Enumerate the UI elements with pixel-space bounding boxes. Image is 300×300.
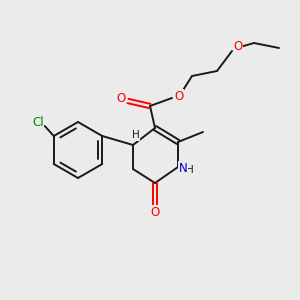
Text: Cl: Cl [32,116,44,128]
Text: H: H [132,130,140,140]
Text: O: O [150,206,160,218]
Text: O: O [116,92,126,106]
Text: O: O [233,40,243,53]
Text: O: O [174,89,184,103]
Text: N: N [178,161,188,175]
Text: H: H [186,165,194,175]
